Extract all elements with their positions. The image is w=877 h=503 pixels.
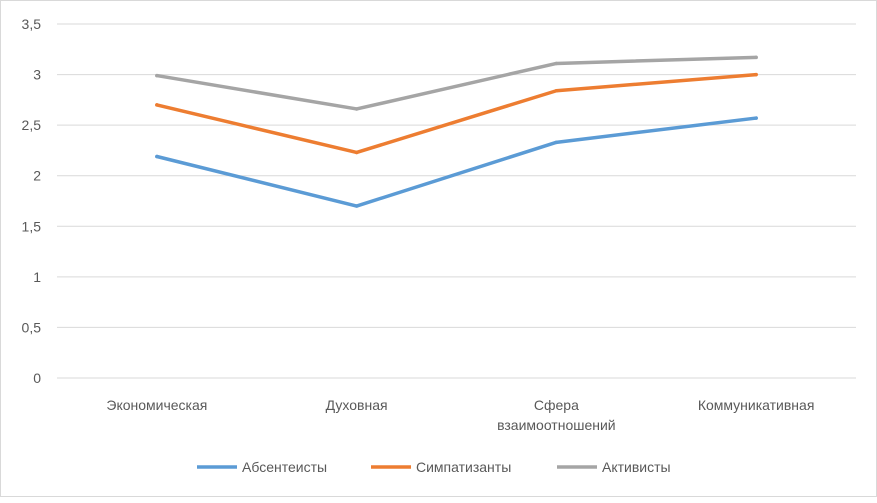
series-line-2 [155, 72, 758, 155]
legend-label: Симпатизанты [416, 459, 511, 475]
x-tick-label: Сфера [534, 397, 579, 413]
data-point [754, 55, 758, 60]
y-tick-label: 3 [33, 67, 41, 83]
series-line-3 [155, 55, 758, 111]
y-tick-label: 1 [33, 269, 41, 285]
y-tick-label: 0 [33, 370, 41, 386]
y-tick-label: 1,5 [22, 218, 42, 234]
data-point [754, 72, 758, 77]
x-tick-label: Духовная [326, 397, 388, 413]
data-point [354, 150, 359, 155]
data-point [155, 73, 159, 78]
legend-item: Абсентеисты [197, 459, 327, 475]
y-tick-label: 0,5 [22, 319, 42, 335]
legend-item: Симпатизанты [371, 459, 511, 475]
legend-item: Активисты [557, 459, 671, 475]
data-point [155, 154, 159, 159]
data-point [554, 140, 559, 145]
y-tick-label: 2 [33, 168, 41, 184]
legend-label: Активисты [602, 459, 671, 475]
x-tick-label: взаимоотношений [497, 417, 616, 433]
legend-label: Абсентеисты [242, 459, 327, 475]
data-point [354, 107, 359, 111]
data-point [354, 204, 359, 208]
data-point [754, 116, 758, 120]
y-tick-label: 2,5 [22, 117, 42, 133]
data-point [155, 103, 159, 107]
y-tick-label: 3,5 [22, 16, 42, 32]
x-tick-label: Экономическая [106, 397, 207, 413]
data-point [554, 61, 559, 66]
x-tick-label: Коммуникативная [698, 397, 815, 413]
series-line-1 [155, 116, 758, 208]
data-point [554, 89, 559, 93]
